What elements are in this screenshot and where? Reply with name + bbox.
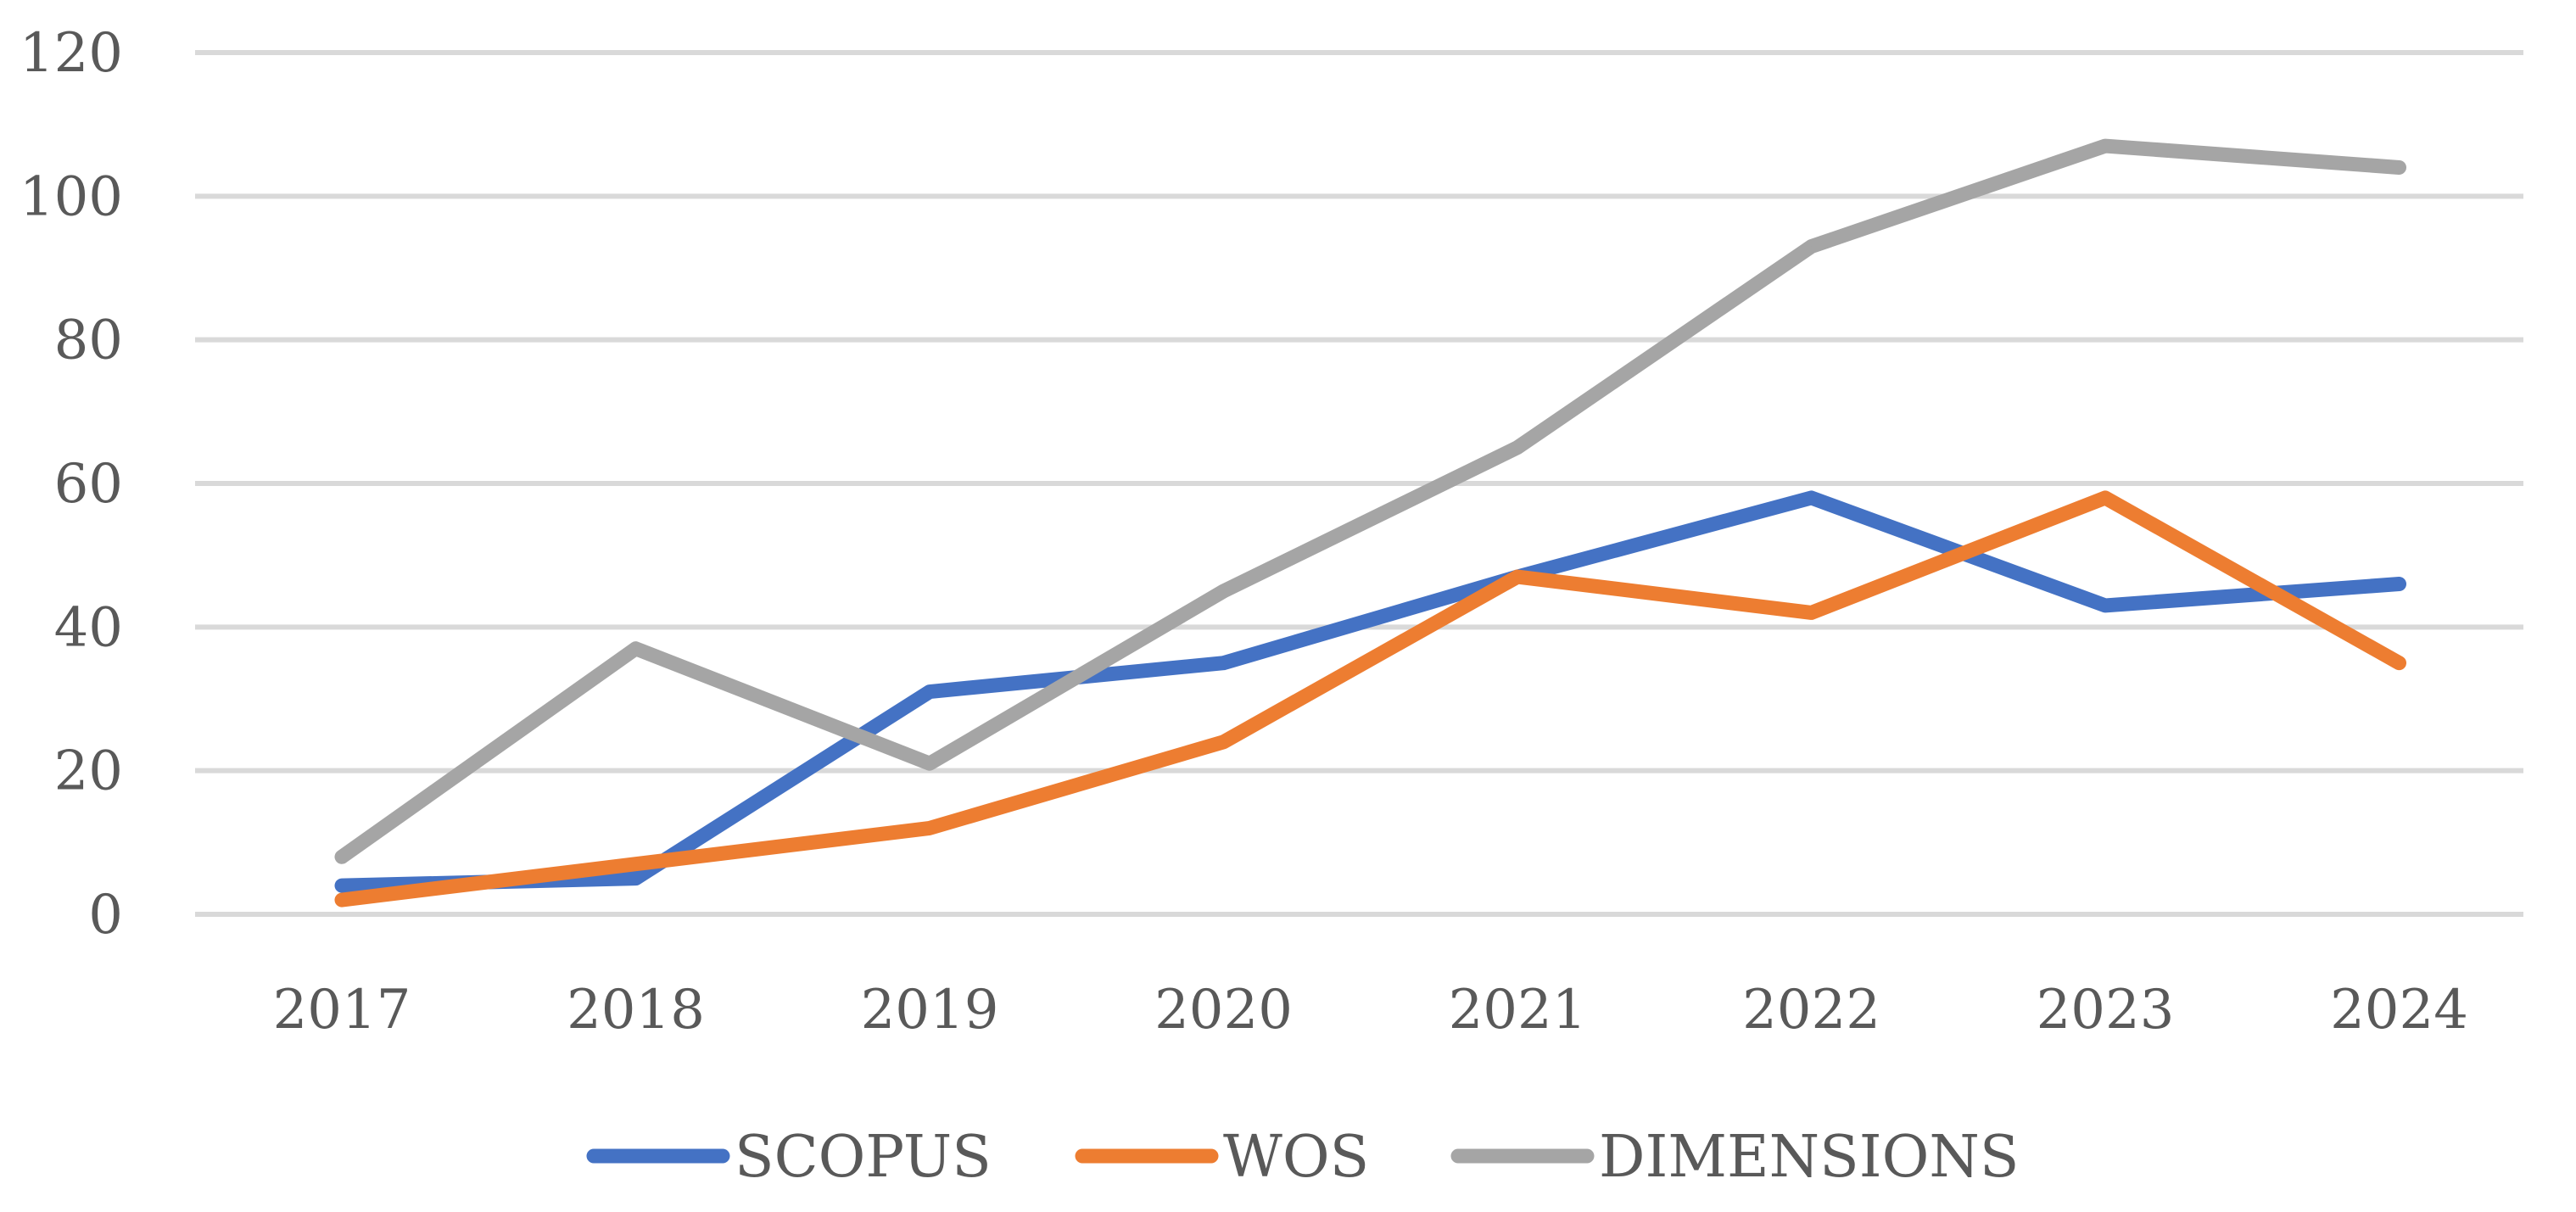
y-tick-label: 100 xyxy=(20,165,123,228)
gridlines xyxy=(195,50,2523,917)
x-tick-label: 2018 xyxy=(567,979,705,1042)
series-line-scopus xyxy=(334,490,2406,893)
series-wos xyxy=(334,490,2406,908)
y-tick-label: 120 xyxy=(20,22,123,85)
y-axis-tick-labels: 0 20 40 60 80 100 120 xyxy=(20,22,123,947)
x-tick-label: 2023 xyxy=(2037,979,2175,1042)
y-tick-label: 40 xyxy=(54,596,123,659)
legend-label: WOS xyxy=(1223,1124,1369,1191)
y-tick-label: 80 xyxy=(54,310,123,372)
series-line-dimensions xyxy=(334,138,2406,864)
x-tick-label: 2017 xyxy=(273,979,411,1042)
legend-item-dimensions: DIMENSIONS xyxy=(1450,1124,2019,1191)
x-tick-label: 2021 xyxy=(1449,979,1587,1042)
y-tick-label: 60 xyxy=(54,453,123,516)
x-axis-tick-labels: 2017 2018 2019 2020 2021 2022 2023 2024 xyxy=(273,979,2468,1042)
x-tick-label: 2024 xyxy=(2330,979,2468,1042)
y-tick-label: 20 xyxy=(54,740,123,803)
legend: SCOPUS WOS DIMENSIONS xyxy=(586,1124,2019,1191)
x-tick-label: 2019 xyxy=(861,979,999,1042)
x-tick-label: 2022 xyxy=(1742,979,1880,1042)
series-lines xyxy=(334,138,2406,908)
series-dimensions xyxy=(334,138,2406,864)
x-tick-label: 2020 xyxy=(1154,979,1293,1042)
y-tick-label: 0 xyxy=(88,884,123,947)
legend-item-scopus: SCOPUS xyxy=(586,1124,992,1191)
legend-item-wos: WOS xyxy=(1075,1124,1369,1191)
series-scopus xyxy=(334,490,2406,893)
legend-label: SCOPUS xyxy=(735,1124,992,1191)
series-line-wos xyxy=(334,490,2406,908)
legend-label: DIMENSIONS xyxy=(1599,1124,2019,1191)
